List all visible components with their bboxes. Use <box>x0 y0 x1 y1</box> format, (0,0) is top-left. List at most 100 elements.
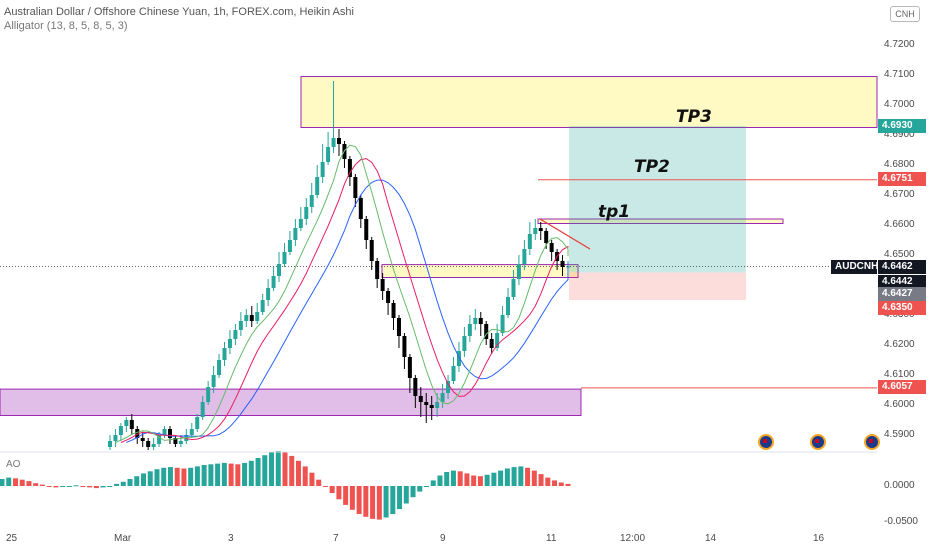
ao-bar <box>174 467 180 486</box>
candle <box>200 402 205 417</box>
ao-bar <box>188 467 194 486</box>
price-label: 4.6350 <box>878 301 926 315</box>
ao-bar <box>107 486 113 487</box>
time-tick-label: 12:00 <box>620 533 646 544</box>
ao-bar <box>484 474 490 486</box>
ao-bar <box>558 482 564 486</box>
candle <box>178 441 183 444</box>
candle <box>233 330 238 339</box>
indicator-label[interactable]: Alligator (13, 8, 5, 8, 5, 3) <box>4 20 128 32</box>
ao-bar <box>120 481 126 486</box>
candle <box>484 324 489 339</box>
candle <box>495 333 500 348</box>
candle <box>287 240 292 252</box>
ao-bar <box>114 483 120 486</box>
candle <box>456 351 461 366</box>
candle <box>473 318 478 324</box>
candle <box>217 360 222 375</box>
target-box <box>569 126 746 273</box>
candle <box>527 234 532 249</box>
candle <box>118 426 123 435</box>
price-tick-label: 4.6200 <box>884 339 915 350</box>
tp1-zone <box>537 218 784 224</box>
ao-bar <box>100 486 106 488</box>
ao-bar <box>12 478 18 486</box>
ao-bar <box>471 475 477 486</box>
ao-bar <box>242 462 248 486</box>
ao-bar <box>19 479 25 486</box>
ao-bar <box>450 470 456 486</box>
ao-tick-label: -0.0500 <box>884 516 918 527</box>
ao-bar <box>221 462 227 486</box>
candle <box>467 324 472 336</box>
candle <box>108 441 112 447</box>
time-tick-label: Mar <box>114 533 132 544</box>
ao-bar <box>356 486 362 514</box>
candle <box>298 219 303 228</box>
ao-bar <box>403 486 409 504</box>
ao-bar <box>511 467 517 486</box>
price-chart[interactable] <box>0 0 878 530</box>
ao-bar <box>215 463 221 486</box>
ao-bar <box>329 486 335 493</box>
candle <box>435 402 440 408</box>
ao-bar <box>390 486 396 514</box>
tp2-annotation: TP2 <box>634 157 670 177</box>
candle <box>347 159 352 177</box>
ao-bar <box>235 464 241 486</box>
price-label: 4.6462 <box>878 260 926 274</box>
ao-bar <box>141 473 146 486</box>
price-label: AUDCNH <box>831 260 878 274</box>
candle <box>506 297 511 315</box>
price-tick-label: 4.6100 <box>884 369 915 380</box>
tp3-annotation: TP3 <box>676 107 712 127</box>
ao-bar <box>228 463 234 486</box>
ao-bar <box>73 485 79 487</box>
alligator-teeth <box>120 158 569 443</box>
candle <box>369 240 374 261</box>
candle <box>380 279 385 291</box>
price-tick-label: 4.6900 <box>884 129 915 140</box>
candle <box>424 402 429 405</box>
candle <box>544 231 549 243</box>
price-label: 4.6442 <box>878 275 926 289</box>
event-flag-icon[interactable] <box>810 434 826 450</box>
candle <box>533 228 538 234</box>
ao-bar <box>464 473 470 486</box>
ao-bar <box>39 484 45 486</box>
candle <box>549 243 554 252</box>
ao-bar <box>349 486 355 510</box>
price-tick-label: 4.6600 <box>884 219 915 230</box>
candle <box>337 138 341 144</box>
candle <box>162 429 167 435</box>
ao-label[interactable]: AO <box>6 459 21 470</box>
time-tick-label: 3 <box>228 533 234 544</box>
candle <box>375 261 380 279</box>
ao-tick-label: 0.0000 <box>884 480 915 491</box>
currency-button[interactable]: CNH <box>890 6 920 22</box>
event-flag-icon[interactable] <box>758 434 774 450</box>
candle <box>129 420 134 429</box>
candle <box>189 429 194 435</box>
candle <box>391 303 396 318</box>
event-flag-icon[interactable] <box>864 434 880 450</box>
candle <box>500 315 505 333</box>
ao-bar <box>552 480 558 486</box>
ao-bar <box>60 486 66 487</box>
candle <box>167 429 172 438</box>
ao-bar <box>80 486 86 487</box>
ao-bar <box>6 477 12 486</box>
candle <box>429 405 434 408</box>
stop-box <box>569 272 746 300</box>
time-tick-label: 14 <box>705 533 717 544</box>
ao-bar <box>181 468 187 486</box>
price-tick-label: 4.5900 <box>884 429 915 440</box>
price-tick-label: 4.7100 <box>884 69 915 80</box>
candle <box>282 252 287 264</box>
candle <box>195 417 200 429</box>
ao-bar <box>309 472 315 486</box>
tp1-annotation: tp1 <box>598 202 631 222</box>
candle <box>206 387 211 402</box>
candle <box>489 339 494 348</box>
candle <box>478 318 483 324</box>
